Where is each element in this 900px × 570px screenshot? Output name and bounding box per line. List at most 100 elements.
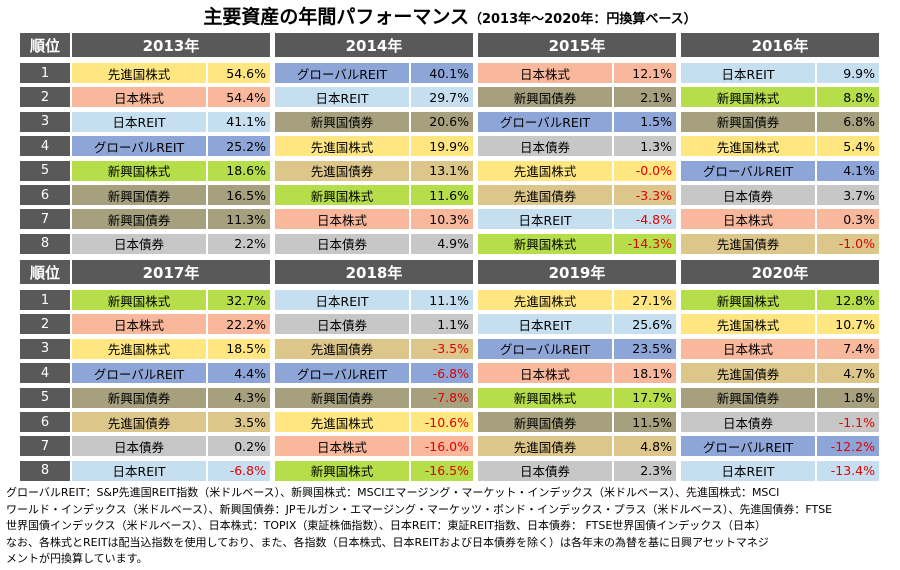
- return-value-cell: 16.5%: [208, 185, 270, 205]
- asset-name-cell: 日本債券: [275, 314, 409, 335]
- return-value-cell: 11.3%: [208, 209, 270, 230]
- asset-name-cell: グローバルREIT: [478, 338, 612, 359]
- asset-name-cell: 日本株式: [275, 209, 409, 230]
- asset-name-cell: 日本REIT: [275, 87, 409, 108]
- asset-name-cell: 日本債券: [275, 233, 409, 254]
- asset-name-cell: 新興国株式: [681, 87, 815, 108]
- return-value-cell: 18.6%: [208, 160, 270, 181]
- asset-name-cell: 新興国株式: [478, 233, 612, 254]
- return-value-cell: 8.8%: [817, 87, 879, 108]
- return-value-cell: 4.9%: [411, 233, 473, 254]
- asset-name-cell: 日本REIT: [681, 63, 815, 83]
- asset-name-cell: 新興国株式: [478, 387, 612, 408]
- return-value-cell: 4.7%: [817, 363, 879, 384]
- return-value-cell: 29.7%: [411, 87, 473, 108]
- rank-number: 4: [20, 136, 70, 157]
- rank-number: 2: [20, 314, 70, 335]
- return-value-cell: 3.5%: [208, 412, 270, 432]
- return-value-cell: 27.1%: [614, 290, 676, 310]
- asset-name-cell: 新興国債券: [478, 412, 612, 432]
- asset-name-cell: グローバルREIT: [275, 63, 409, 83]
- return-value-cell: 7.4%: [817, 338, 879, 359]
- asset-name-cell: 先進国株式: [72, 63, 206, 83]
- asset-name-cell: 先進国債券: [478, 185, 612, 205]
- return-value-cell: 22.2%: [208, 314, 270, 335]
- return-value-cell: -0.0%: [614, 160, 676, 181]
- asset-name-cell: 新興国債券: [478, 87, 612, 108]
- rank-number: 6: [20, 412, 70, 432]
- return-value-cell: 25.6%: [614, 314, 676, 335]
- return-value-cell: 25.2%: [208, 136, 270, 157]
- year-header: 2014年: [275, 33, 473, 57]
- return-value-cell: -16.5%: [411, 460, 473, 481]
- asset-name-cell: 日本株式: [72, 314, 206, 335]
- return-value-cell: 23.5%: [614, 338, 676, 359]
- asset-name-cell: グローバルREIT: [72, 363, 206, 384]
- asset-name-cell: 先進国債券: [275, 338, 409, 359]
- return-value-cell: 2.3%: [614, 460, 676, 481]
- year-header: 2013年: [72, 33, 270, 57]
- asset-name-cell: 日本REIT: [72, 460, 206, 481]
- return-value-cell: 5.4%: [817, 136, 879, 157]
- return-value-cell: 4.4%: [208, 363, 270, 384]
- title-sub: （2013年～2020年：円換算ベース）: [468, 12, 697, 27]
- asset-name-cell: 日本債券: [681, 185, 815, 205]
- return-value-cell: 4.3%: [208, 387, 270, 408]
- asset-name-cell: グローバルREIT: [681, 160, 815, 181]
- asset-name-cell: 日本REIT: [275, 290, 409, 310]
- asset-name-cell: 新興国株式: [275, 460, 409, 481]
- footnote: グローバルREIT：S&P先進国REIT指数（米ドルベース）、新興国株式：MSC…: [6, 485, 896, 568]
- asset-name-cell: 新興国債券: [72, 209, 206, 230]
- asset-name-cell: 新興国債券: [72, 387, 206, 408]
- rank-number: 8: [20, 233, 70, 254]
- rank-number: 6: [20, 185, 70, 205]
- asset-name-cell: 日本債券: [681, 412, 815, 432]
- return-value-cell: 41.1%: [208, 111, 270, 132]
- return-value-cell: 1.8%: [817, 387, 879, 408]
- rank-header: 順位: [20, 33, 70, 57]
- asset-name-cell: 新興国債券: [72, 185, 206, 205]
- asset-name-cell: 先進国株式: [72, 338, 206, 359]
- return-value-cell: -6.8%: [411, 363, 473, 384]
- return-value-cell: 9.9%: [817, 63, 879, 83]
- return-value-cell: 54.6%: [208, 63, 270, 83]
- rank-number: 3: [20, 338, 70, 359]
- return-value-cell: -3.5%: [411, 338, 473, 359]
- return-value-cell: -12.2%: [817, 436, 879, 457]
- return-value-cell: -6.8%: [208, 460, 270, 481]
- asset-name-cell: グローバルREIT: [478, 111, 612, 132]
- asset-name-cell: 新興国債券: [275, 387, 409, 408]
- asset-name-cell: グローバルREIT: [681, 436, 815, 457]
- return-value-cell: 12.8%: [817, 290, 879, 310]
- rank-number: 4: [20, 363, 70, 384]
- asset-name-cell: 新興国債券: [681, 111, 815, 132]
- asset-name-cell: 日本株式: [275, 436, 409, 457]
- return-value-cell: 11.1%: [411, 290, 473, 310]
- return-value-cell: 40.1%: [411, 63, 473, 83]
- asset-name-cell: 日本REIT: [478, 314, 612, 335]
- asset-name-cell: 日本債券: [478, 136, 612, 157]
- return-value-cell: -4.8%: [614, 209, 676, 230]
- asset-name-cell: 先進国債券: [681, 363, 815, 384]
- return-value-cell: 2.1%: [614, 87, 676, 108]
- return-value-cell: 13.1%: [411, 160, 473, 181]
- return-value-cell: 18.5%: [208, 338, 270, 359]
- asset-name-cell: 日本株式: [478, 363, 612, 384]
- return-value-cell: 17.7%: [614, 387, 676, 408]
- return-value-cell: 10.7%: [817, 314, 879, 335]
- return-value-cell: 54.4%: [208, 87, 270, 108]
- return-value-cell: -3.3%: [614, 185, 676, 205]
- year-header: 2017年: [72, 260, 270, 284]
- return-value-cell: 0.3%: [817, 209, 879, 230]
- year-header: 2018年: [275, 260, 473, 284]
- return-value-cell: -14.3%: [614, 233, 676, 254]
- page-title: 主要資産の年間パフォーマンス（2013年～2020年：円換算ベース）: [0, 2, 900, 29]
- return-value-cell: 1.3%: [614, 136, 676, 157]
- footnote-line: グローバルREIT：S&P先進国REIT指数（米ドルベース）、新興国株式：MSC…: [6, 486, 780, 499]
- asset-name-cell: 新興国債券: [275, 111, 409, 132]
- return-value-cell: 2.2%: [208, 233, 270, 254]
- return-value-cell: 10.3%: [411, 209, 473, 230]
- return-value-cell: -10.6%: [411, 412, 473, 432]
- return-value-cell: -13.4%: [817, 460, 879, 481]
- return-value-cell: 11.5%: [614, 412, 676, 432]
